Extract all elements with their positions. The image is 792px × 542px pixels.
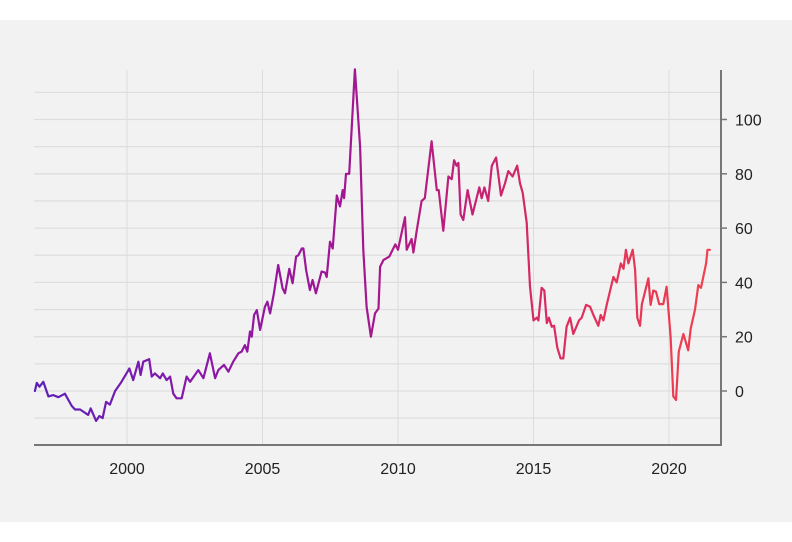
x-tick-label: 2000 [109, 461, 145, 478]
y-tick-label: 20 [735, 330, 753, 347]
x-tick-label: 2015 [516, 461, 552, 478]
y-tick-label: 100 [735, 113, 762, 130]
tick-labels: 0 20 40 60 80 100 2000 2005 2010 2015 2020 [109, 113, 762, 479]
y-tick-label: 80 [735, 167, 753, 184]
y-tick-label: 40 [735, 275, 753, 292]
series-line [33, 68, 711, 422]
y-tick-label: 0 [735, 384, 744, 401]
chart-panel [0, 20, 792, 522]
gridlines [34, 70, 721, 445]
x-tick-label: 2020 [651, 461, 687, 478]
x-tick-label: 2005 [245, 461, 281, 478]
axes [34, 70, 727, 446]
y-tick-label: 60 [735, 221, 753, 238]
x-tick-label: 2010 [380, 461, 416, 478]
series-group [33, 68, 711, 422]
